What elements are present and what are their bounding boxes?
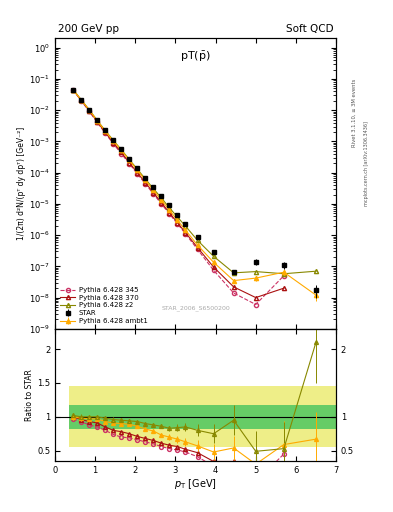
Line: Pythia 6.428 345: Pythia 6.428 345 <box>71 88 286 307</box>
Pythia 6.428 370 <box>111 140 116 146</box>
Pythia 6.428 z2 <box>159 195 164 201</box>
Pythia 6.428 370 <box>95 118 99 124</box>
Pythia 6.428 345 <box>159 201 164 207</box>
Pythia 6.428 370 <box>71 87 75 93</box>
Pythia 6.428 370 <box>103 130 108 136</box>
Pythia 6.428 370 <box>231 284 236 290</box>
Pythia 6.428 370 <box>167 210 172 216</box>
Line: Pythia 6.428 z2: Pythia 6.428 z2 <box>71 88 318 276</box>
Pythia 6.428 370 <box>253 294 258 301</box>
Y-axis label: 1/(2π) d²N/(pᵀ dy dpᵀ) [GeV⁻²]: 1/(2π) d²N/(pᵀ dy dpᵀ) [GeV⁻²] <box>17 127 26 240</box>
Pythia 6.428 345 <box>167 211 172 217</box>
Pythia 6.428 345 <box>95 119 99 125</box>
Pythia 6.428 345 <box>211 267 216 273</box>
Pythia 6.428 370 <box>127 160 132 166</box>
Pythia 6.428 370 <box>143 180 148 186</box>
Text: Soft QCD: Soft QCD <box>286 24 333 34</box>
Y-axis label: Ratio to STAR: Ratio to STAR <box>25 369 34 421</box>
Pythia 6.428 z2 <box>211 253 216 260</box>
Pythia 6.428 370 <box>151 189 156 196</box>
Pythia 6.428 370 <box>79 97 83 103</box>
Pythia 6.428 370 <box>211 264 216 270</box>
Pythia 6.428 370 <box>175 220 180 226</box>
Pythia 6.428 370 <box>159 200 164 206</box>
Pythia 6.428 370 <box>119 149 124 155</box>
Pythia 6.428 345 <box>71 87 75 93</box>
Pythia 6.428 z2 <box>167 205 172 211</box>
Pythia 6.428 z2 <box>111 137 116 143</box>
Pythia 6.428 z2 <box>71 87 75 93</box>
Pythia 6.428 z2 <box>87 106 92 113</box>
Pythia 6.428 z2 <box>253 268 258 274</box>
Pythia 6.428 345 <box>183 231 188 237</box>
Pythia 6.428 z2 <box>95 117 99 123</box>
Pythia 6.428 z2 <box>281 271 286 277</box>
Pythia 6.428 z2 <box>135 166 140 172</box>
Text: Rivet 3.1.10, ≥ 3M events: Rivet 3.1.10, ≥ 3M events <box>352 78 357 147</box>
Pythia 6.428 z2 <box>127 156 132 162</box>
Pythia 6.428 345 <box>231 290 236 296</box>
Text: STAR_2006_S6500200: STAR_2006_S6500200 <box>161 306 230 311</box>
Pythia 6.428 z2 <box>119 146 124 153</box>
Text: 200 GeV pp: 200 GeV pp <box>58 24 119 34</box>
Pythia 6.428 z2 <box>175 214 180 220</box>
Pythia 6.428 z2 <box>103 127 108 134</box>
Pythia 6.428 z2 <box>231 270 236 276</box>
Pythia 6.428 345 <box>127 161 132 167</box>
Pythia 6.428 z2 <box>143 176 148 182</box>
Pythia 6.428 345 <box>135 170 140 177</box>
Legend: Pythia 6.428 345, Pythia 6.428 370, Pythia 6.428 z2, STAR, Pythia 6.428 ambt1: Pythia 6.428 345, Pythia 6.428 370, Pyth… <box>59 286 149 325</box>
X-axis label: $p_{\rm T}$ [GeV]: $p_{\rm T}$ [GeV] <box>174 477 217 492</box>
Pythia 6.428 z2 <box>195 237 200 243</box>
Pythia 6.428 370 <box>87 108 92 114</box>
Pythia 6.428 345 <box>103 130 108 136</box>
Pythia 6.428 345 <box>111 141 116 147</box>
Pythia 6.428 345 <box>151 191 156 197</box>
Text: pT($\bar{\rm p}$): pT($\bar{\rm p}$) <box>180 50 211 64</box>
Pythia 6.428 345 <box>79 97 83 103</box>
Pythia 6.428 z2 <box>314 268 318 274</box>
Pythia 6.428 370 <box>135 169 140 176</box>
Line: Pythia 6.428 370: Pythia 6.428 370 <box>71 88 286 300</box>
Pythia 6.428 345 <box>175 221 180 227</box>
Text: mcplots.cern.ch [arXiv:1306.3436]: mcplots.cern.ch [arXiv:1306.3436] <box>364 121 369 206</box>
Pythia 6.428 z2 <box>79 96 83 102</box>
Pythia 6.428 370 <box>281 285 286 291</box>
Pythia 6.428 345 <box>195 246 200 252</box>
Pythia 6.428 345 <box>143 181 148 187</box>
Pythia 6.428 345 <box>253 302 258 308</box>
Pythia 6.428 370 <box>183 229 188 236</box>
Pythia 6.428 345 <box>281 273 286 279</box>
Pythia 6.428 z2 <box>183 223 188 229</box>
Pythia 6.428 345 <box>119 151 124 157</box>
Pythia 6.428 z2 <box>151 185 156 191</box>
Pythia 6.428 345 <box>87 109 92 115</box>
Pythia 6.428 370 <box>195 245 200 251</box>
